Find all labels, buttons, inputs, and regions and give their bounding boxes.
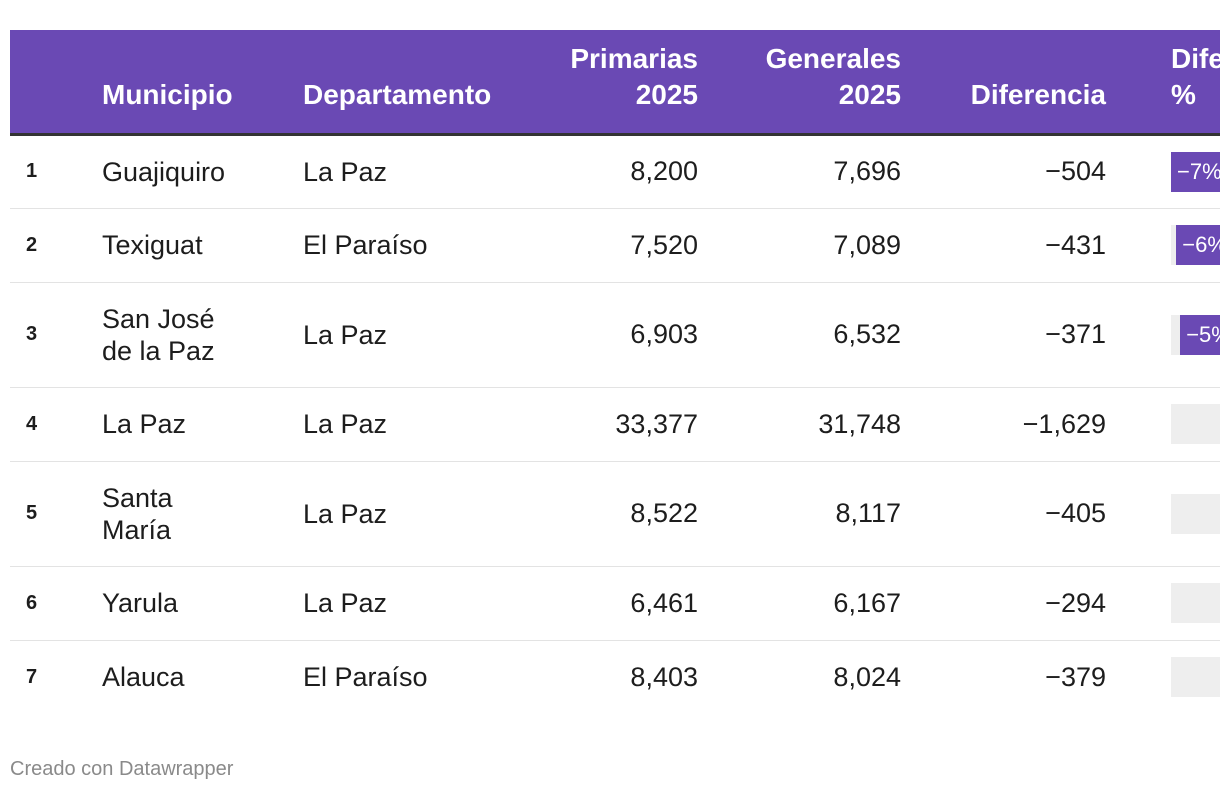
cell-rank: 5 [10,461,102,567]
cell-diferencia: −379 [1045,661,1106,692]
cell-rank: 6 [10,566,102,641]
cell-primarias: 7,520 [505,208,698,283]
cell-municipio: Texiguat [102,208,303,283]
cell-diferencia-pct [1106,640,1220,714]
pct-bar-track [1171,657,1220,698]
cell-diferencia: −294 [901,566,1106,641]
cell-generales: 7,089 [698,208,901,283]
header-rank [10,30,102,134]
cell-departamento: La Paz [303,387,505,462]
pct-bar-track: −5% [1171,314,1220,355]
cell-diferencia: −405 [901,461,1106,567]
cell-primarias: 6,461 [505,566,698,641]
cell-rank: 4 [10,387,102,462]
table-row: 6 Yarula La Paz 6,461 6,167 −294 [10,566,1220,641]
cell-primarias: 8,522 [505,461,698,567]
table-row: 1 Guajiquiro La Paz 8,200 7,696 −504 −7% [10,134,1220,209]
cell-diferencia-pct [1106,566,1220,641]
cell-municipio: Yarula [102,566,303,641]
table-header-row: Municipio Departamento Primarias 2025 Ge… [10,30,1220,134]
cell-diferencia-pct: −7% [1106,134,1220,209]
header-departamento[interactable]: Departamento [303,78,492,110]
cell-diferencia: −504 [901,134,1106,209]
table-container: Municipio Departamento Primarias 2025 Ge… [10,30,1220,714]
header-municipio[interactable]: Municipio [102,78,233,110]
cell-diferencia: −371 [901,282,1106,388]
header-primarias[interactable]: Primarias 2025 [570,42,698,110]
cell-diferencia-pct: −5% [1106,282,1220,388]
cell-rank: 3 [10,282,102,388]
table-row: 4 La Paz La Paz 33,377 31,748 −1,629 [10,387,1220,462]
pct-bar-fill: −6% [1176,225,1220,265]
cell-municipio: San José de la Paz [102,282,303,388]
cell-municipio: Santa María [102,461,303,567]
cell-diferencia: −431 [901,208,1106,283]
cell-primarias: 8,200 [505,134,698,209]
cell-diferencia-pct [1106,461,1220,567]
table-row: 3 San José de la Paz La Paz 6,903 6,532 −371 −… [10,282,1220,388]
pct-bar-fill: −7% [1171,151,1220,192]
header-generales[interactable]: Generales 2025 [765,42,901,110]
cell-primarias: 33,377 [505,387,698,462]
cell-generales: 6,532 [698,282,901,388]
header-diferencia-pct[interactable]: Diferencia % [1171,42,1220,110]
cell-generales: 31,748 [698,387,901,462]
pct-bar-track: −6% [1171,225,1220,265]
cell-diferencia: −1,629 [901,387,1106,462]
cell-departamento: El Paraíso [303,662,428,693]
cell-primarias: 8,403 [630,661,698,692]
cell-departamento: La Paz [303,282,505,388]
cell-diferencia-pct [1106,387,1220,462]
cell-generales: 7,696 [698,134,901,209]
pct-bar-track [1171,583,1220,623]
cell-municipio: Guajiquiro [102,134,303,209]
cell-departamento: La Paz [303,461,505,567]
pct-bar-track [1171,404,1220,444]
cell-municipio: Alauca [102,662,185,693]
header-diferencia[interactable]: Diferencia [970,78,1106,110]
cell-primarias: 6,903 [505,282,698,388]
cell-generales: 8,117 [698,461,901,567]
cell-diferencia-pct: −6% [1106,208,1220,283]
cell-generales: 8,024 [833,661,901,692]
cell-departamento: La Paz [303,134,505,209]
table-row: 5 Santa María La Paz 8,522 8,117 −405 [10,461,1220,567]
cell-rank: 1 [10,134,102,209]
data-table: Municipio Departamento Primarias 2025 Ge… [10,30,1220,714]
pct-bar-track [1171,493,1220,534]
table-row: 7 Alauca El Paraíso 8,403 8,024 −379 [10,640,1220,714]
cell-municipio: La Paz [102,387,303,462]
cell-departamento: La Paz [303,566,505,641]
pct-bar-fill: −5% [1180,314,1220,355]
cell-generales: 6,167 [698,566,901,641]
pct-bar-track: −7% [1171,151,1220,192]
footer-credit: Creado con Datawrapper [10,758,234,780]
cell-departamento: El Paraíso [303,208,505,283]
cell-rank: 2 [10,208,102,283]
cell-rank: 7 [26,665,38,688]
